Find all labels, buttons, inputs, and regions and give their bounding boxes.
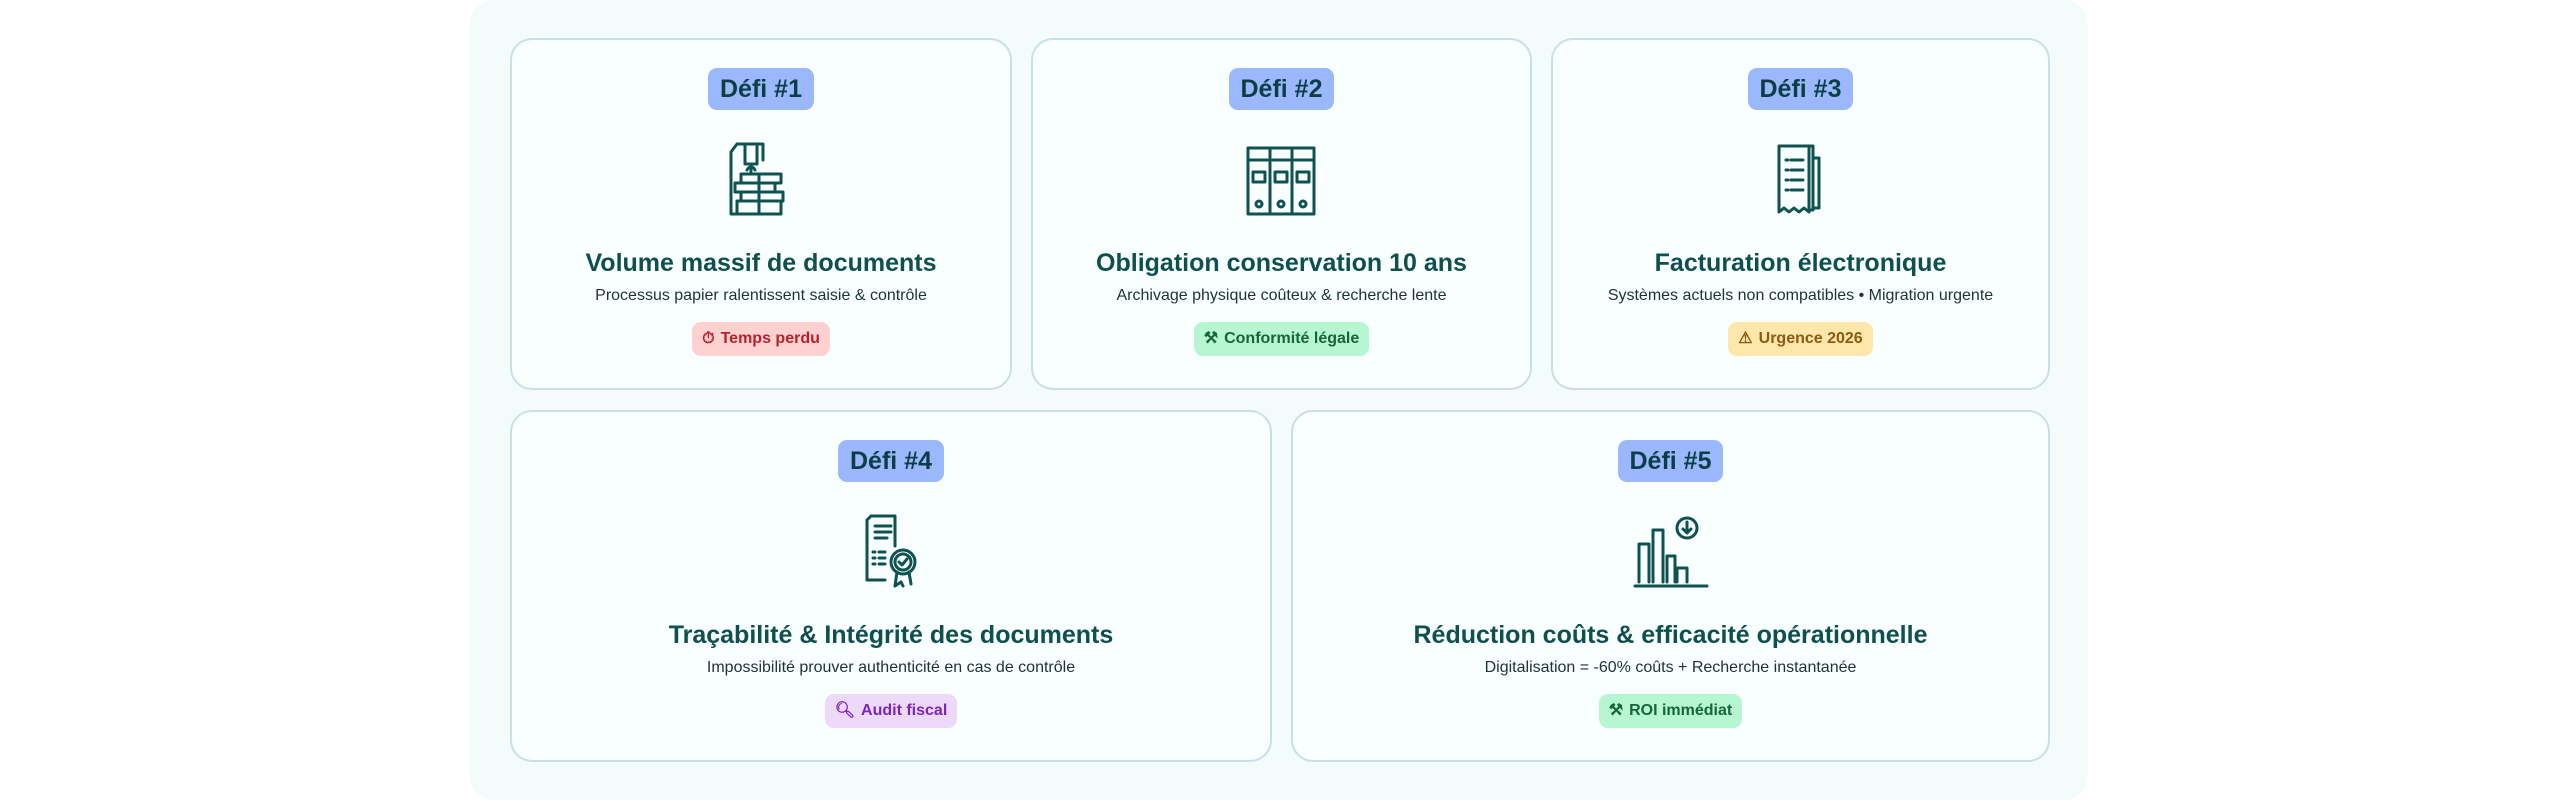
challenge-subtitle: Impossibilité prouver authenticité en ca… — [706, 659, 1076, 676]
cost-reduction-chart-icon — [1629, 510, 1713, 594]
challenge-badge: Défi #3 — [1747, 68, 1854, 110]
tag-label: Temps perdu — [720, 330, 820, 347]
binders-icon — [1240, 138, 1324, 222]
challenge-title: Réduction coûts & efficacité opérationne… — [1413, 621, 1928, 649]
tag-label: Conformité légale — [1224, 330, 1360, 347]
challenge-tag: ⚒ ROI immédiat — [1598, 694, 1743, 728]
tag-label: ROI immédiat — [1629, 702, 1733, 719]
challenge-title: Obligation conservation 10 ans — [1096, 249, 1467, 277]
challenge-badge: Défi #5 — [1617, 440, 1724, 482]
receipt-icon — [1759, 138, 1843, 222]
document-stack-icon — [719, 138, 803, 222]
search-icon: 🔍︎ — [834, 702, 856, 719]
challenge-tag: ⚒ Conformité légale — [1193, 322, 1370, 356]
challenge-title: Facturation électronique — [1654, 249, 1947, 277]
challenge-title: Traçabilité & Intégrité des documents — [668, 621, 1114, 649]
challenge-tag: ⚠ Urgence 2026 — [1728, 322, 1873, 356]
gavel-icon: ⚒ — [1608, 702, 1624, 719]
challenge-subtitle: Digitalisation = -60% coûts + Recherche … — [1484, 659, 1857, 676]
challenge-card-3: Défi #3 Facturation électronique Système… — [1551, 38, 2050, 390]
challenge-badge: Défi #1 — [708, 68, 814, 110]
stopwatch-icon: ⏱ — [702, 330, 715, 347]
challenge-badge: Défi #2 — [1228, 68, 1335, 110]
tag-label: Urgence 2026 — [1758, 330, 1863, 347]
challenge-subtitle: Systèmes actuels non compatibles • Migra… — [1607, 287, 1994, 304]
challenge-subtitle: Processus papier ralentissent saisie & c… — [595, 287, 927, 304]
challenge-card-4: Défi #4 Traçabilité & Intégrité des docu… — [510, 410, 1272, 762]
gavel-icon: ⚒ — [1203, 330, 1219, 347]
challenge-card-5: Défi #5 Réduction coûts & efficacité opé… — [1291, 410, 2050, 762]
challenge-subtitle: Archivage physique coûteux & recherche l… — [1116, 287, 1447, 304]
tag-label: Audit fiscal — [861, 702, 948, 719]
warning-icon: ⚠ — [1738, 330, 1753, 347]
challenge-card-1: Défi #1 Volume massif de documents Proce… — [510, 38, 1012, 390]
challenge-title: Volume massif de documents — [585, 249, 937, 277]
challenge-tag: ⏱ Temps perdu — [692, 322, 830, 356]
challenge-tag: 🔍︎ Audit fiscal — [824, 694, 958, 728]
challenges-panel: Défi #1 Volume massif de documents Proce… — [470, 0, 2088, 800]
challenge-card-2: Défi #2 Obligation conservation 10 ans A… — [1031, 38, 1532, 390]
certificate-icon — [849, 510, 933, 594]
challenge-badge: Défi #4 — [838, 440, 944, 482]
